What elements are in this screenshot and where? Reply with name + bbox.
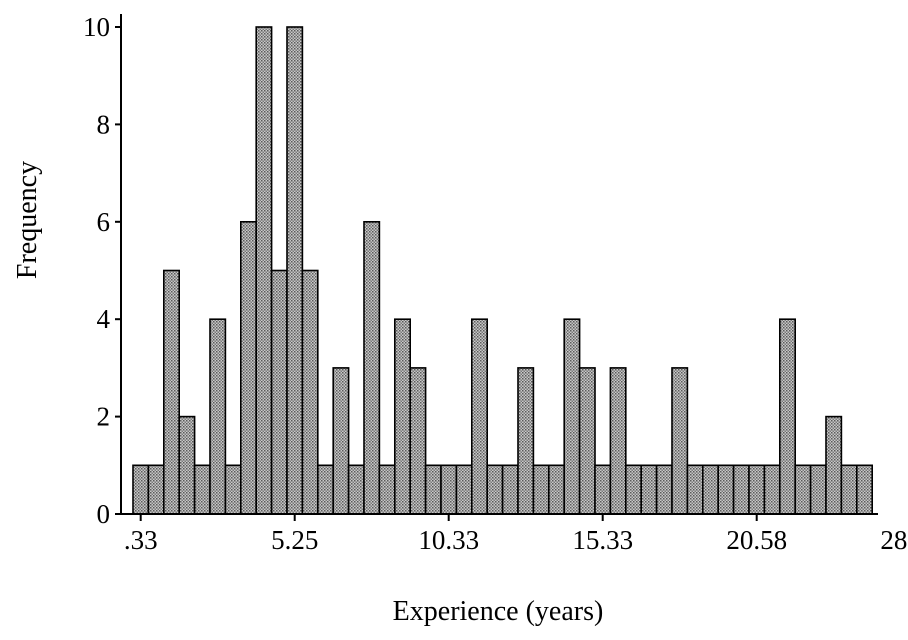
histogram-bar [794, 464, 812, 515]
histogram-bar [301, 269, 319, 515]
histogram-bar [701, 464, 719, 515]
x-tick-label: 5.25 [271, 525, 318, 555]
histogram-bar [486, 464, 504, 515]
histogram-bar [286, 26, 304, 515]
histogram-bar [178, 415, 196, 515]
histogram-bar [163, 269, 181, 515]
y-tick-label: 8 [97, 109, 111, 139]
histogram-bar [532, 464, 550, 515]
histogram-bar [640, 464, 658, 515]
y-tick-label: 4 [97, 304, 111, 334]
histogram-bar [255, 26, 273, 515]
y-tick-label: 10 [83, 12, 110, 42]
histogram-bar [240, 221, 258, 515]
histogram-bar [378, 464, 396, 515]
histogram-bar [409, 367, 427, 515]
histogram-bar [363, 221, 381, 515]
histogram-bar [671, 367, 689, 515]
x-axis-ticks: .33 5.25 10.33 15.33 20.58 28.17 [124, 514, 908, 555]
histogram-bar [624, 464, 642, 515]
histogram-bar [717, 464, 735, 515]
histogram-bar [455, 464, 473, 515]
histogram-bar [763, 464, 781, 515]
y-tick-label: 2 [97, 402, 111, 432]
histogram-bar [547, 464, 565, 515]
histogram-bar [855, 464, 873, 515]
histogram-bar [332, 367, 350, 515]
x-axis-title: Experience (years) [393, 596, 604, 627]
x-tick-label: 28.17 [880, 525, 908, 555]
histogram-bar [193, 464, 211, 515]
histogram-bar [578, 367, 596, 515]
histogram-bar [347, 464, 365, 515]
histogram-bar [778, 318, 796, 515]
histogram-bar [440, 464, 458, 515]
histogram-bar [316, 464, 334, 515]
histogram-bar [501, 464, 519, 515]
histogram-bar [132, 464, 150, 515]
histogram-bar [209, 318, 227, 515]
histogram-bar [840, 464, 858, 515]
histogram-bar [517, 367, 535, 515]
histogram-bar [609, 367, 627, 515]
histogram-bar [732, 464, 750, 515]
x-tick-label: 15.33 [572, 525, 633, 555]
y-axis-title: Frequency [12, 161, 43, 279]
histogram-bar [748, 464, 766, 515]
histogram-bar [393, 318, 411, 515]
histogram-bar [825, 415, 843, 515]
histogram-bar [655, 464, 673, 515]
histogram-bar [224, 464, 242, 515]
histogram-bar [563, 318, 581, 515]
histogram-bar [809, 464, 827, 515]
histogram-bar [270, 269, 288, 515]
bars-group [132, 26, 873, 515]
x-tick-label: .33 [124, 525, 158, 555]
y-tick-label: 6 [97, 207, 111, 237]
histogram-bar [147, 464, 165, 515]
histogram-bar [686, 464, 704, 515]
y-axis-ticks: 0 2 4 6 8 10 [83, 12, 121, 529]
x-tick-label: 20.58 [726, 525, 787, 555]
histogram-bar [594, 464, 612, 515]
histogram-bar [470, 318, 488, 515]
y-tick-label: 0 [97, 499, 111, 529]
histogram-bar [424, 464, 442, 515]
x-tick-label: 10.33 [418, 525, 479, 555]
